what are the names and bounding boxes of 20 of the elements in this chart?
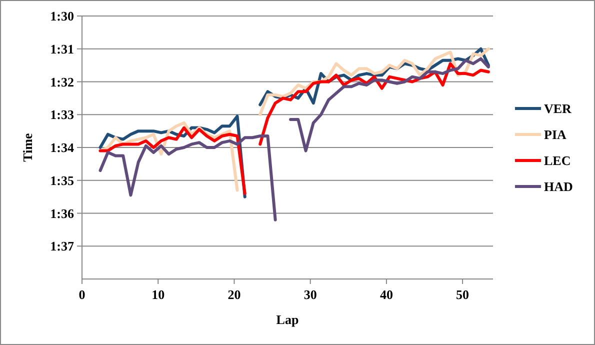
x-tick-label: 30	[304, 287, 317, 302]
legend-label: PIA	[544, 127, 567, 142]
y-tick-label: 1:37	[50, 238, 74, 254]
x-axis-title: Lap	[276, 312, 299, 327]
x-tick-label: 40	[380, 287, 393, 302]
y-tick-label: 1:33	[50, 107, 74, 122]
y-axis-title: Time	[20, 132, 35, 162]
legend-label: VER	[544, 101, 572, 116]
y-tick-label: 1:34	[50, 140, 74, 156]
y-tick-label: 1:36	[50, 206, 74, 221]
x-tick-label: 20	[228, 287, 241, 302]
x-tick-label: 50	[456, 287, 470, 302]
legend-label: LEC	[544, 153, 571, 168]
legend-label: HAD	[544, 179, 573, 194]
y-tick-label: 1:31	[50, 41, 74, 56]
y-tick-label: 1:35	[50, 172, 74, 188]
x-tick-label: 10	[152, 287, 165, 302]
y-tick-label: 1:32	[50, 74, 74, 90]
x-tick-label: 0	[78, 287, 86, 302]
y-tick-label: 1:30	[50, 8, 74, 24]
